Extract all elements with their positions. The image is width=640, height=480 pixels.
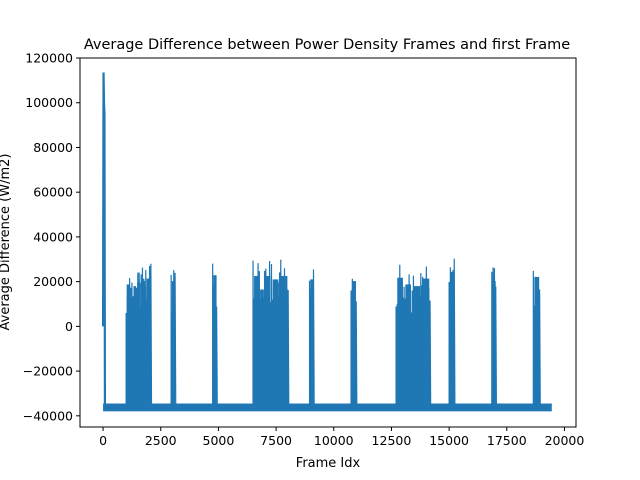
series-burst-core bbox=[133, 286, 137, 407]
y-tick-label: 80000 bbox=[33, 140, 73, 155]
series-burst-core bbox=[413, 286, 421, 407]
y-tick-label: 60000 bbox=[33, 185, 73, 200]
series-burst-core bbox=[130, 287, 133, 407]
series-burst-core bbox=[141, 281, 146, 407]
series-burst-core bbox=[492, 281, 496, 407]
x-tick-label: 20000 bbox=[545, 433, 585, 448]
series-burst-core bbox=[265, 276, 271, 407]
y-tick-label: 20000 bbox=[33, 274, 73, 289]
series-burst-core bbox=[397, 277, 403, 407]
x-tick-label: 17500 bbox=[487, 433, 527, 448]
series-burst-core bbox=[534, 276, 540, 407]
y-tick-label: 100000 bbox=[25, 95, 73, 110]
y-tick-label: 0 bbox=[65, 319, 73, 334]
plot-frame bbox=[79, 57, 577, 428]
series-burst-core bbox=[146, 278, 151, 407]
series-burst-core bbox=[422, 278, 430, 407]
x-tick-label: 12500 bbox=[372, 433, 412, 448]
y-axis-label: Average Difference (W/m2) bbox=[0, 154, 13, 331]
series-burst-core bbox=[280, 276, 288, 407]
series-burst-core bbox=[254, 276, 259, 407]
x-tick-label: 0 bbox=[99, 433, 107, 448]
series-burst-core bbox=[126, 284, 130, 407]
x-axis-label: Frame Idx bbox=[296, 456, 361, 471]
series-burst-core bbox=[171, 281, 176, 407]
plot-area bbox=[101, 72, 552, 412]
y-tick-label: 120000 bbox=[25, 51, 73, 66]
series-burst-core bbox=[310, 279, 314, 407]
series-burst-core bbox=[260, 289, 264, 407]
x-tick-label: 7500 bbox=[260, 433, 292, 448]
series-burst-core bbox=[213, 275, 217, 407]
x-tick-label: 10000 bbox=[314, 433, 354, 448]
series-burst-core bbox=[137, 282, 141, 407]
y-tick-label: 40000 bbox=[33, 229, 73, 244]
series-initial-spike bbox=[101, 72, 107, 407]
x-axis: 0 2500 5000 7500 10000 12500 15000 17500 20000 bbox=[99, 427, 584, 448]
y-tick-label: −20000 bbox=[23, 364, 73, 379]
data-series-line bbox=[101, 72, 552, 412]
series-burst-core bbox=[449, 271, 455, 407]
series-burst-core bbox=[351, 281, 356, 407]
series-baseline-band bbox=[103, 403, 552, 412]
series-burst-core bbox=[272, 279, 279, 407]
chart-title: Average Difference between Power Density… bbox=[84, 37, 570, 53]
series-burst-core bbox=[405, 284, 411, 407]
y-axis: −40000 −20000 0 20000 40000 60000 80000 100000 1… bbox=[23, 51, 80, 423]
x-tick-label: 5000 bbox=[203, 433, 235, 448]
x-tick-label: 2500 bbox=[145, 433, 177, 448]
y-tick-label: −40000 bbox=[23, 408, 73, 423]
x-tick-label: 15000 bbox=[429, 433, 469, 448]
